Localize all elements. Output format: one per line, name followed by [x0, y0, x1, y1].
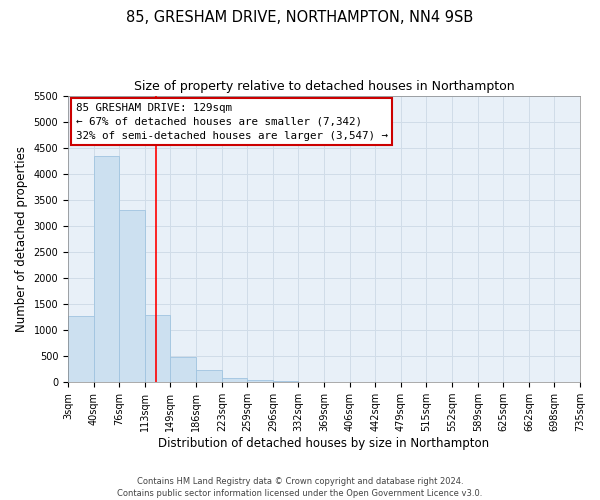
Bar	[119, 210, 145, 382]
Bar	[273, 380, 298, 382]
Bar	[247, 380, 273, 382]
Text: Contains HM Land Registry data © Crown copyright and database right 2024.
Contai: Contains HM Land Registry data © Crown c…	[118, 476, 482, 498]
Bar	[68, 316, 94, 382]
Bar	[170, 357, 196, 382]
Bar	[222, 378, 247, 382]
Title: Size of property relative to detached houses in Northampton: Size of property relative to detached ho…	[134, 80, 514, 93]
Text: 85 GRESHAM DRIVE: 129sqm
← 67% of detached houses are smaller (7,342)
32% of sem: 85 GRESHAM DRIVE: 129sqm ← 67% of detach…	[76, 102, 388, 141]
Text: 85, GRESHAM DRIVE, NORTHAMPTON, NN4 9SB: 85, GRESHAM DRIVE, NORTHAMPTON, NN4 9SB	[127, 10, 473, 25]
X-axis label: Distribution of detached houses by size in Northampton: Distribution of detached houses by size …	[158, 437, 490, 450]
Y-axis label: Number of detached properties: Number of detached properties	[15, 146, 28, 332]
Bar	[94, 156, 119, 382]
Bar	[196, 370, 222, 382]
Bar	[145, 315, 170, 382]
